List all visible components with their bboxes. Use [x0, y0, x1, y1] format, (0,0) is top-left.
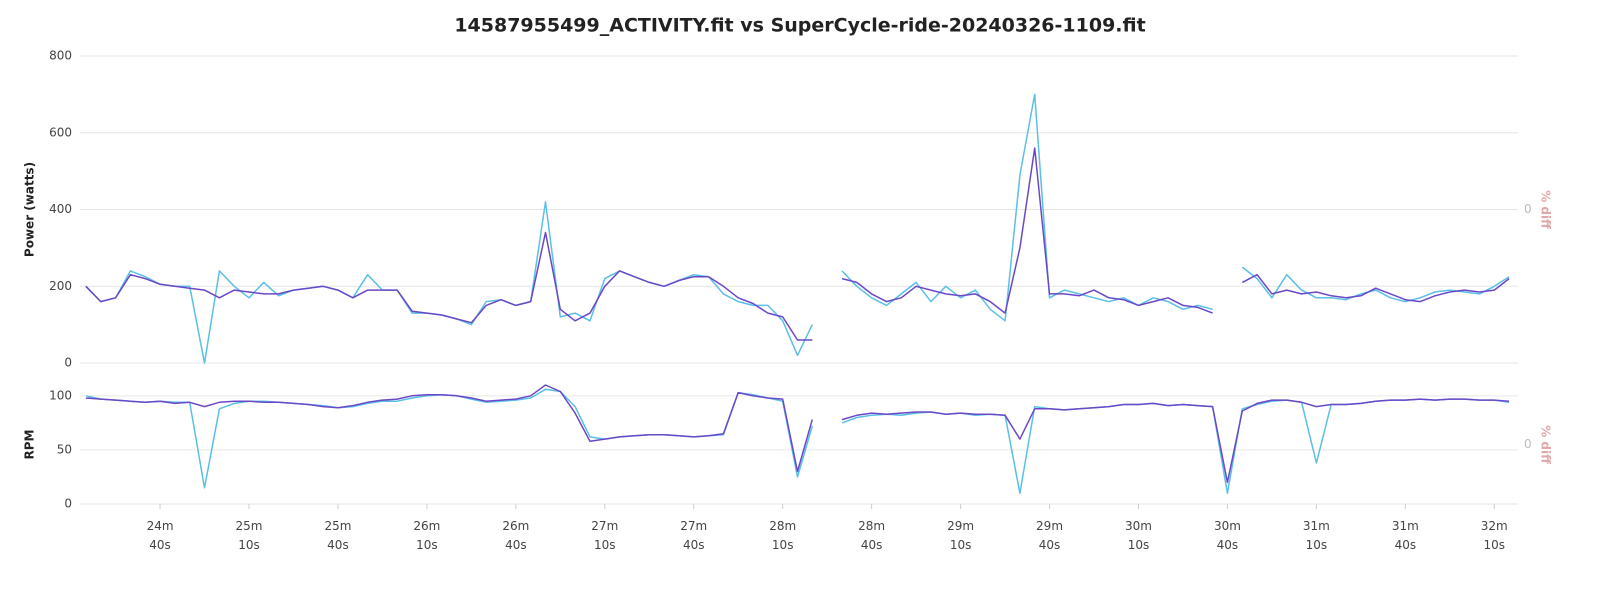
series-line	[85, 388, 1510, 494]
x-tick-label: 30m 40s	[1213, 519, 1241, 552]
x-tick-label: 28m 10s	[769, 519, 797, 552]
x-tick-label: 29m 40s	[1036, 519, 1064, 552]
series-line	[85, 384, 1510, 484]
x-tick-label: 31m 40s	[1391, 519, 1419, 552]
x-tick-label: 26m 40s	[502, 519, 530, 552]
x-tick-label: 32m 10s	[1480, 519, 1508, 552]
y-tick-label: 800	[49, 49, 72, 63]
y2-tick-label: 0	[1524, 202, 1532, 216]
x-tick-label: 27m 10s	[591, 519, 619, 552]
y-tick-label: 100	[49, 388, 72, 402]
y2-tick-label: 0	[1524, 437, 1532, 451]
y-axis-label: RPM	[23, 430, 37, 460]
series-line	[85, 93, 1510, 364]
y-axis-label: Power (watts)	[23, 162, 37, 257]
series-line	[85, 147, 1510, 341]
y-tick-label: 50	[57, 442, 72, 456]
x-tick-label: 31m 10s	[1302, 519, 1330, 552]
y-tick-label: 200	[49, 279, 72, 293]
y-tick-label: 0	[64, 356, 72, 370]
x-tick-label: 25m 10s	[235, 519, 263, 552]
y2-axis-label: % diff	[1539, 425, 1553, 464]
y-tick-label: 0	[64, 497, 72, 511]
chart-title: 14587955499_ACTIVITY.fit vs SuperCycle-r…	[454, 15, 1145, 37]
x-tick-label: 24m 40s	[146, 519, 174, 552]
x-tick-label: 27m 40s	[680, 519, 708, 552]
y-tick-label: 400	[49, 202, 72, 216]
x-tick-label: 29m 10s	[947, 519, 975, 552]
y-tick-label: 600	[49, 125, 72, 139]
x-tick-label: 30m 10s	[1125, 519, 1152, 552]
x-tick-label: 25m 40s	[324, 519, 352, 552]
x-tick-label: 28m 40s	[858, 519, 886, 552]
x-tick-label: 26m 10s	[413, 519, 441, 552]
y2-axis-label: % diff	[1539, 190, 1553, 229]
